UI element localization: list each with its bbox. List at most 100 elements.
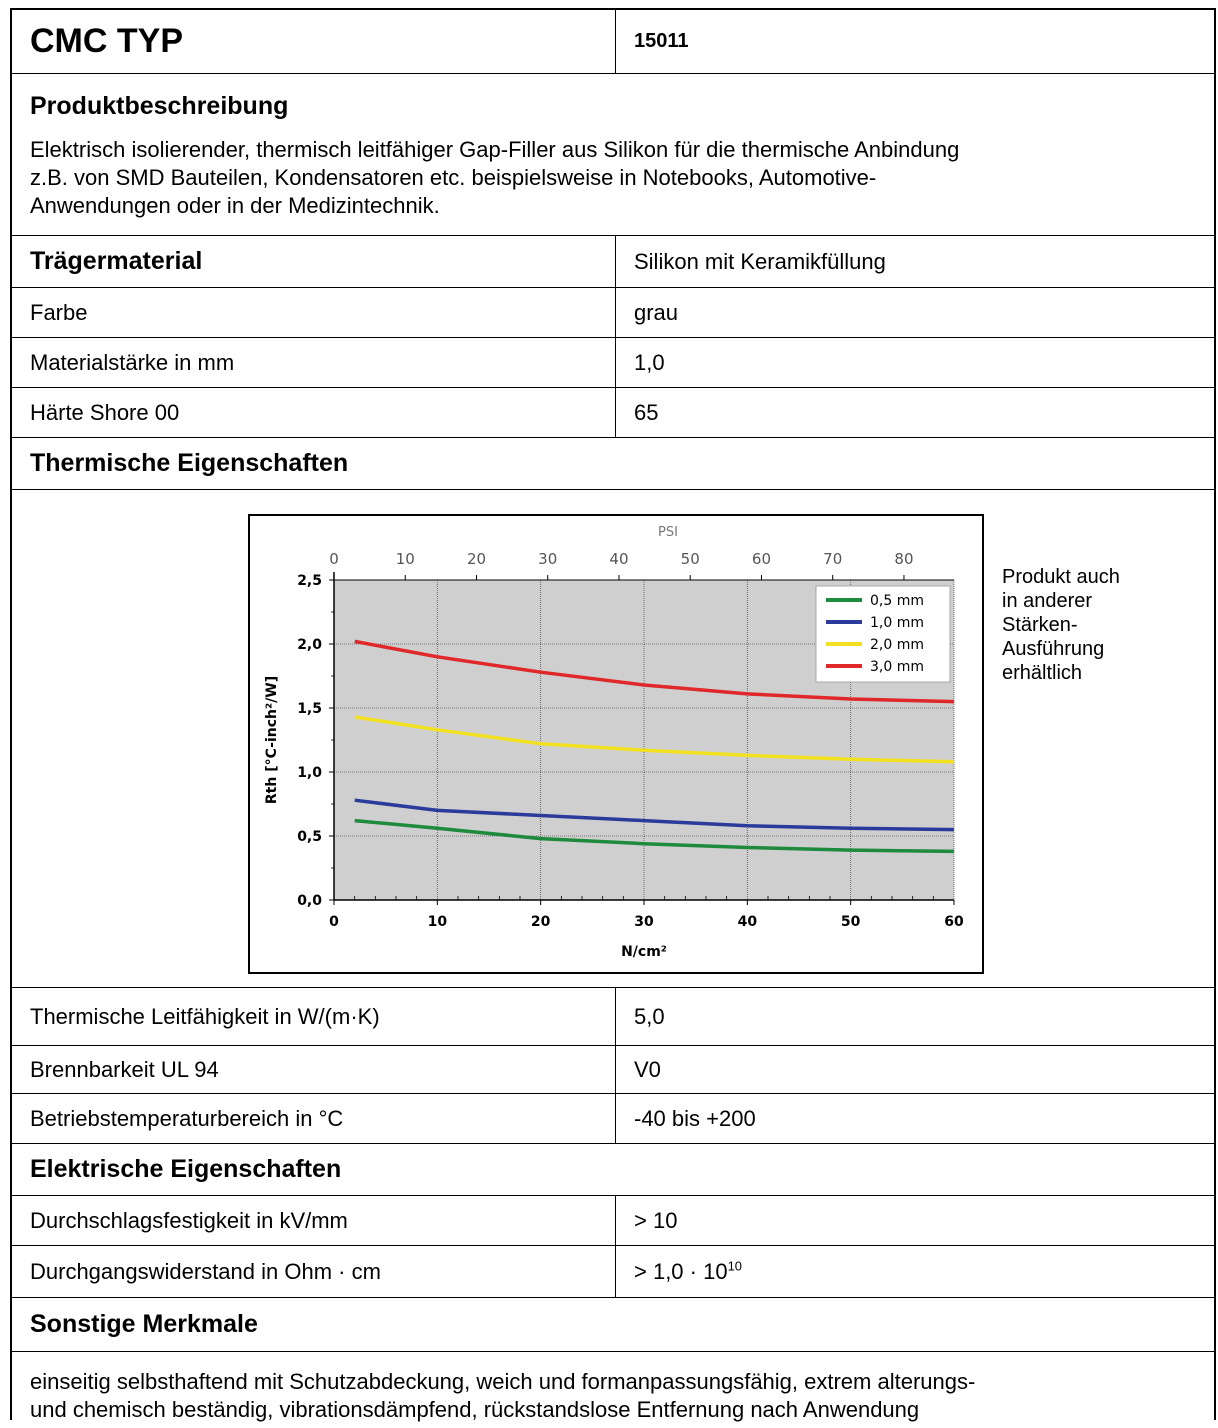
other-features: einseitig selbsthaftend mit Schutzabdeck…: [30, 1368, 1184, 1424]
legend-label: 2,0 mm: [870, 637, 924, 653]
other-heading: Sonstige Merkmale: [30, 1310, 258, 1338]
property-row-temperature: Betriebstemperaturbereich in °C -40 bis …: [12, 1094, 1214, 1144]
property-label: Materialstärke in mm: [30, 349, 235, 375]
x-axis-label: N/cm²: [621, 944, 667, 960]
property-value-cell: > 10: [616, 1196, 1214, 1245]
datasheet: CMC TYP 15011 Produktbeschreibung Elektr…: [10, 8, 1216, 1422]
header-code-cell: 15011: [616, 10, 1214, 73]
property-label-cell: Farbe: [12, 288, 616, 337]
legend-label: 0,5 mm: [870, 593, 924, 609]
rth-chart: 0 10 20 30 40 50 60 0,0 0,5 1,0 1,5 2,0 2,5 0 10 20 30 40…: [248, 514, 984, 974]
property-value: 1,0: [634, 349, 665, 375]
property-value: > 10: [634, 1207, 678, 1233]
property-row-volume-resistivity: Durchgangswiderstand in Ohm · cm > 1,0 ·…: [12, 1246, 1214, 1298]
page-title: CMC TYP: [30, 22, 183, 60]
thickness-note-line: Produkt auch: [1002, 566, 1120, 588]
series-line-3-0-mm: [354, 639, 955, 704]
property-row-flammability: Brennbarkeit UL 94 V0: [12, 1046, 1214, 1094]
property-label-cell: Thermische Leitfähigkeit in W/(m·K): [12, 988, 616, 1045]
x2-tick-label: 0: [329, 550, 339, 568]
property-value-cell: 65: [616, 388, 1214, 437]
thermal-heading-cell: Thermische Eigenschaften: [12, 438, 1214, 489]
property-value: 5,0: [634, 1003, 665, 1029]
thickness-note-line: Ausführung: [1002, 638, 1105, 660]
x2-tick-label: 80: [894, 550, 913, 568]
property-label: Betriebstemperaturbereich in °C: [30, 1105, 344, 1131]
property-value: > 1,0 · 1010: [634, 1259, 742, 1285]
property-label-cell: Durchgangswiderstand in Ohm · cm: [12, 1246, 616, 1297]
resistivity-exponent: 10: [727, 1258, 743, 1274]
product-description-line: Anwendungen oder in der Medizintechnik.: [30, 193, 440, 218]
thickness-note-line: in anderer: [1002, 590, 1093, 612]
property-label: Härte Shore 00: [30, 399, 180, 425]
property-label: Farbe: [30, 299, 88, 325]
property-value: V0: [634, 1056, 661, 1082]
x2-tick-label: 20: [467, 550, 486, 568]
property-value: grau: [634, 299, 679, 325]
product-description-line: z.B. von SMD Bauteilen, Kondensatoren et…: [30, 165, 877, 190]
product-description-row: Produktbeschreibung Elektrisch isolieren…: [12, 74, 1214, 236]
product-heading: Produktbeschreibung: [30, 92, 289, 120]
series-line-2-0-mm: [354, 715, 955, 764]
property-value: 65: [634, 399, 659, 425]
electrical-heading-row: Elektrische Eigenschaften: [12, 1144, 1214, 1196]
property-label: Durchschlagsfestigkeit in kV/mm: [30, 1207, 348, 1233]
legend-label: 3,0 mm: [870, 659, 924, 675]
y-tick-label: 2,5: [297, 573, 322, 589]
carrier-label: Trägermaterial: [30, 247, 203, 275]
property-value-cell: V0: [616, 1046, 1214, 1093]
x2-tick-label: 60: [752, 550, 771, 568]
y-tick-label: 2,0: [297, 637, 322, 653]
property-label-cell: Durchschlagsfestigkeit in kV/mm: [12, 1196, 616, 1245]
property-label: Thermische Leitfähigkeit in W/(m·K): [30, 1003, 380, 1029]
product-description: Elektrisch isolierender, thermisch leitf…: [30, 136, 1184, 220]
x2-axis-label: PSI: [658, 525, 678, 540]
property-label: Durchgangswiderstand in Ohm · cm: [30, 1258, 381, 1284]
property-label: Brennbarkeit UL 94: [30, 1056, 219, 1082]
property-label-cell: Betriebstemperaturbereich in °C: [12, 1094, 616, 1143]
legend-label: 1,0 mm: [870, 615, 924, 631]
other-features-line: einseitig selbsthaftend mit Schutzabdeck…: [30, 1369, 976, 1394]
thickness-note-line: erhältlich: [1002, 662, 1083, 684]
x-tick-label: 60: [944, 914, 964, 930]
x2-tick-label: 10: [396, 550, 415, 568]
x-tick-label: 50: [841, 914, 861, 930]
thermal-heading-row: Thermische Eigenschaften: [12, 438, 1214, 490]
x2-tick-label: 40: [609, 550, 628, 568]
y-tick-label: 0,0: [297, 893, 322, 909]
x2-tick-label: 30: [538, 550, 557, 568]
series-line-0-5-mm: [354, 818, 955, 854]
property-value-cell: > 1,0 · 1010: [616, 1246, 1214, 1297]
type-code: 15011: [634, 30, 689, 52]
thickness-note: Produkt auch in anderer Stärken- Ausführ…: [1002, 565, 1172, 685]
product-description-line: Elektrisch isolierender, thermisch leitf…: [30, 137, 960, 162]
y-axis-label: Rth [°C-inch²/W]: [264, 676, 280, 804]
other-heading-row: Sonstige Merkmale: [12, 1298, 1214, 1352]
x-tick-label: 40: [738, 914, 758, 930]
x2-tick-label: 50: [681, 550, 700, 568]
carrier-value-cell: Silikon mit Keramikfüllung: [616, 236, 1214, 287]
property-row-color: Farbe grau: [12, 288, 1214, 338]
property-value-cell: grau: [616, 288, 1214, 337]
y-tick-label: 0,5: [297, 829, 322, 845]
electrical-heading-cell: Elektrische Eigenschaften: [12, 1144, 1214, 1195]
y-tick-label: 1,0: [297, 765, 322, 781]
resistivity-value: > 1,0 · 10: [634, 1258, 728, 1284]
header-title-cell: CMC TYP: [12, 10, 616, 73]
y-tick-label: 1,5: [297, 701, 322, 717]
other-features-line: und chemisch beständig, vibrationsdämpfe…: [30, 1397, 920, 1422]
property-label-cell: Materialstärke in mm: [12, 338, 616, 387]
x-tick-label: 0: [329, 914, 339, 930]
property-label-cell: Brennbarkeit UL 94: [12, 1046, 616, 1093]
thickness-note-line: Stärken-: [1002, 614, 1078, 636]
other-heading-cell: Sonstige Merkmale: [12, 1298, 1214, 1351]
chart-row: 0 10 20 30 40 50 60 0,0 0,5 1,0 1,5 2,0 2,5 0 10 20 30 40…: [12, 490, 1214, 988]
property-label-cell: Härte Shore 00: [12, 388, 616, 437]
header-row: CMC TYP 15011: [12, 10, 1214, 74]
carrier-label-cell: Trägermaterial: [12, 236, 616, 287]
property-value-cell: 1,0: [616, 338, 1214, 387]
property-row-thickness: Materialstärke in mm 1,0: [12, 338, 1214, 388]
x2-tick-label: 70: [823, 550, 842, 568]
property-value-cell: -40 bis +200: [616, 1094, 1214, 1143]
property-row-dielectric-strength: Durchschlagsfestigkeit in kV/mm > 10: [12, 1196, 1214, 1246]
